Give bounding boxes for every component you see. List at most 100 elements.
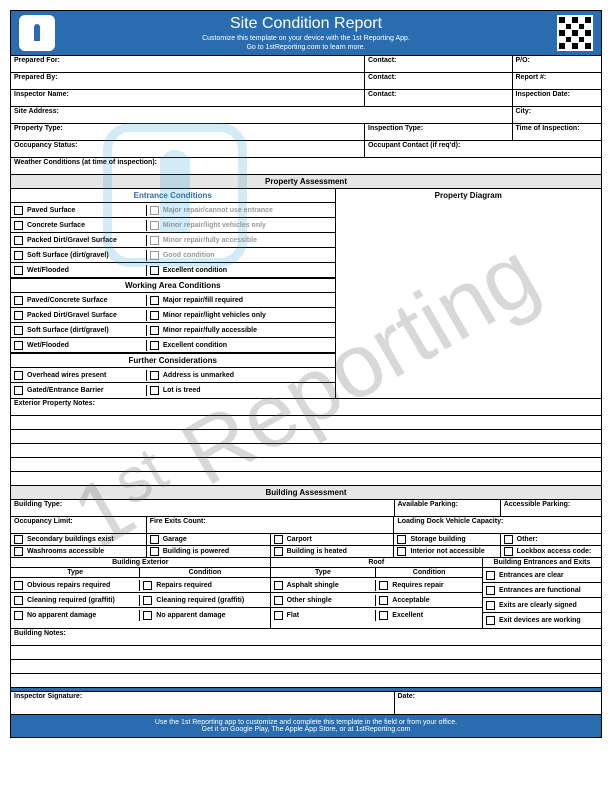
checkbox[interactable]: [150, 326, 159, 335]
field-prepared-by[interactable]: Prepared By:: [11, 73, 365, 89]
checkbox[interactable]: [150, 311, 159, 320]
field-fire-exits[interactable]: Fire Exits Count:: [147, 517, 395, 533]
building-notes-label: Building Notes:: [11, 629, 601, 645]
qr-code-icon: [557, 15, 593, 51]
checkbox[interactable]: [14, 296, 23, 305]
subtitle-entrance: Entrance Conditions: [11, 189, 335, 203]
field-sig-date[interactable]: Date:: [395, 692, 602, 714]
report-page: Site Condition Report Customize this tem…: [10, 10, 602, 738]
checkbox[interactable]: [14, 596, 23, 605]
checkbox[interactable]: [14, 206, 23, 215]
checkbox[interactable]: [379, 596, 388, 605]
checkbox[interactable]: [143, 596, 152, 605]
field-inspection-date[interactable]: Inspection Date:: [513, 90, 602, 106]
checkbox[interactable]: [14, 326, 23, 335]
checkbox[interactable]: [504, 535, 513, 544]
checkbox[interactable]: [14, 581, 23, 590]
header-subtitle1: Customize this template on your device w…: [55, 35, 557, 42]
footer-bar: Use the 1st Reporting app to customize a…: [11, 714, 601, 737]
field-city[interactable]: City:: [513, 107, 602, 123]
checkbox[interactable]: [150, 371, 159, 380]
checkbox[interactable]: [486, 616, 495, 625]
field-weather[interactable]: Weather Conditions (at time of inspectio…: [11, 158, 601, 174]
checkbox[interactable]: [14, 535, 23, 544]
checkbox[interactable]: [150, 296, 159, 305]
checkbox[interactable]: [150, 236, 159, 245]
blank-row[interactable]: [11, 673, 601, 687]
blank-row[interactable]: [11, 457, 601, 471]
section-building-assessment: Building Assessment: [11, 485, 601, 499]
section-property-assessment: Property Assessment: [11, 174, 601, 188]
field-contact-1[interactable]: Contact:: [365, 56, 513, 72]
checkbox[interactable]: [486, 601, 495, 610]
field-prepared-for[interactable]: Prepared For:: [11, 56, 365, 72]
subtitle-building-exterior: Building Exterior: [11, 558, 270, 568]
report-title: Site Condition Report: [55, 15, 557, 33]
subtitle-further: Further Considerations: [11, 353, 335, 368]
blank-row[interactable]: [11, 645, 601, 659]
field-time-inspection[interactable]: Time of Inspection:: [513, 124, 602, 140]
field-contact-2[interactable]: Contact:: [365, 73, 513, 89]
checkbox[interactable]: [14, 547, 23, 556]
checkbox[interactable]: [150, 535, 159, 544]
checkbox[interactable]: [14, 341, 23, 350]
checkbox[interactable]: [274, 581, 283, 590]
field-inspector-name[interactable]: Inspector Name:: [11, 90, 365, 106]
checkbox[interactable]: [14, 611, 23, 620]
checkbox[interactable]: [274, 611, 283, 620]
checkbox[interactable]: [397, 547, 406, 556]
field-inspector-signature[interactable]: Inspector Signature:: [11, 692, 395, 714]
checkbox[interactable]: [14, 236, 23, 245]
checkbox[interactable]: [143, 611, 152, 620]
checkbox[interactable]: [14, 251, 23, 260]
subtitle-entrances-exits: Building Entrances and Exits: [483, 558, 601, 568]
field-loading-dock[interactable]: Loading Dock Vehicle Capacity:: [394, 517, 601, 533]
field-site-address[interactable]: Site Address:: [11, 107, 513, 123]
blank-row[interactable]: [11, 415, 601, 429]
footer-line2: Get it on Google Play, The Apple App Sto…: [15, 726, 597, 733]
blank-row[interactable]: [11, 429, 601, 443]
field-occupancy-status[interactable]: Occupancy Status:: [11, 141, 365, 157]
checkbox[interactable]: [150, 251, 159, 260]
field-occupancy-limit[interactable]: Occupancy Limit:: [11, 517, 147, 533]
checkbox[interactable]: [397, 535, 406, 544]
checkbox[interactable]: [14, 311, 23, 320]
field-po[interactable]: P/O:: [513, 56, 602, 72]
checkbox[interactable]: [379, 581, 388, 590]
blank-row[interactable]: [11, 443, 601, 457]
field-report-num[interactable]: Report #:: [513, 73, 602, 89]
checkbox[interactable]: [274, 547, 283, 556]
checkbox[interactable]: [14, 386, 23, 395]
field-occupant-contact[interactable]: Occupant Contact (if req'd):: [365, 141, 601, 157]
header-bar: Site Condition Report Customize this tem…: [11, 11, 601, 55]
checkbox[interactable]: [150, 266, 159, 275]
subtitle-diagram: Property Diagram: [336, 189, 602, 202]
field-available-parking[interactable]: Available Parking:: [395, 500, 501, 516]
checkbox[interactable]: [504, 547, 513, 556]
checkbox[interactable]: [486, 586, 495, 595]
checkbox[interactable]: [274, 535, 283, 544]
checkbox[interactable]: [150, 341, 159, 350]
field-property-type[interactable]: Property Type:: [11, 124, 365, 140]
blank-row[interactable]: [11, 659, 601, 673]
checkbox[interactable]: [14, 266, 23, 275]
checkbox[interactable]: [150, 206, 159, 215]
field-contact-3[interactable]: Contact:: [365, 90, 513, 106]
exterior-notes-label: Exterior Property Notes:: [11, 399, 601, 415]
field-building-type[interactable]: Building Type:: [11, 500, 395, 516]
subtitle-working: Working Area Conditions: [11, 278, 335, 293]
checkbox[interactable]: [143, 581, 152, 590]
blank-row[interactable]: [11, 471, 601, 485]
checkbox[interactable]: [14, 221, 23, 230]
checkbox[interactable]: [379, 611, 388, 620]
checkbox[interactable]: [274, 596, 283, 605]
header-subtitle2: Go to 1stReporting.com to learn more.: [55, 44, 557, 51]
footer-line1: Use the 1st Reporting app to customize a…: [15, 719, 597, 726]
field-accessible-parking[interactable]: Accessible Parking:: [501, 500, 601, 516]
field-inspection-type[interactable]: Inspection Type:: [365, 124, 513, 140]
checkbox[interactable]: [486, 571, 495, 580]
checkbox[interactable]: [150, 547, 159, 556]
checkbox[interactable]: [150, 386, 159, 395]
checkbox[interactable]: [150, 221, 159, 230]
checkbox[interactable]: [14, 371, 23, 380]
